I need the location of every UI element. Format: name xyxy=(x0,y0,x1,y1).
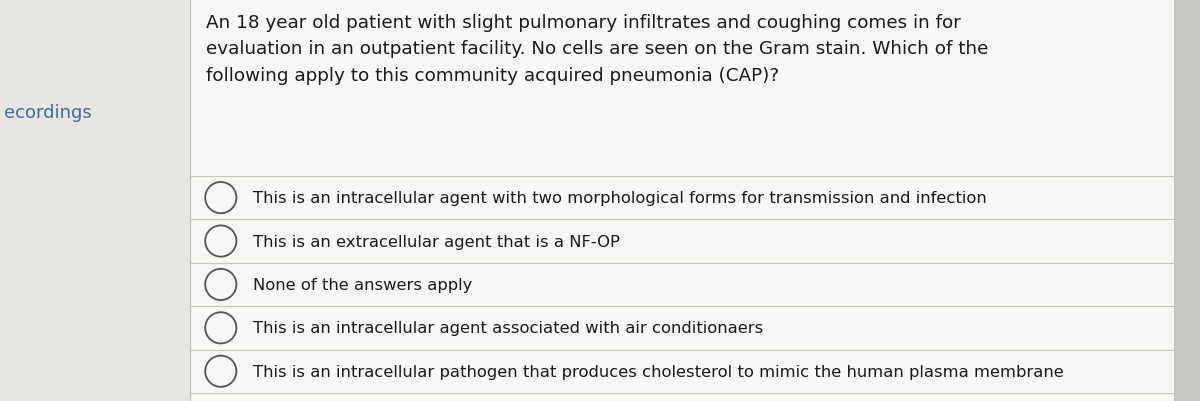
Text: ecordings: ecordings xyxy=(4,103,91,121)
Text: This is an intracellular agent associated with air conditionaers: This is an intracellular agent associate… xyxy=(253,320,763,336)
Text: This is an intracellular pathogen that produces cholesterol to mimic the human p: This is an intracellular pathogen that p… xyxy=(253,364,1064,379)
Text: This is an extracellular agent that is a NF-OP: This is an extracellular agent that is a… xyxy=(253,234,620,249)
Text: None of the answers apply: None of the answers apply xyxy=(253,277,473,292)
Text: This is an intracellular agent with two morphological forms for transmission and: This is an intracellular agent with two … xyxy=(253,190,986,206)
Text: An 18 year old patient with slight pulmonary infiltrates and coughing comes in f: An 18 year old patient with slight pulmo… xyxy=(206,14,989,85)
